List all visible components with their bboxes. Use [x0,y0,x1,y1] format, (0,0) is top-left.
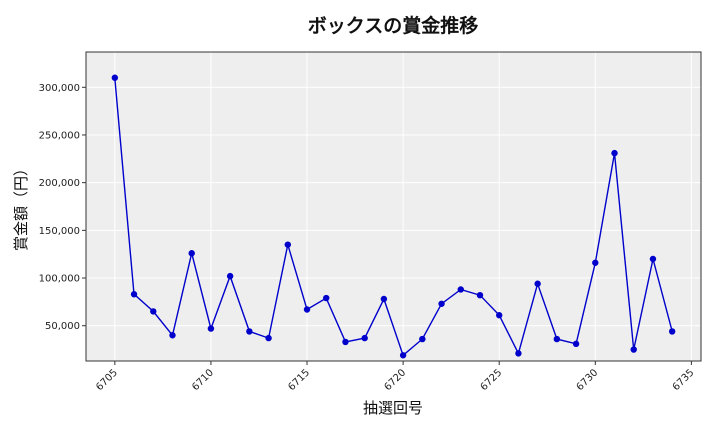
data-point [226,272,234,280]
x-tick-label: 6720 [382,367,408,393]
data-point [438,300,445,307]
x-tick-label: 6705 [94,367,120,393]
data-point [323,294,330,302]
data-point [515,350,522,357]
data-point [476,291,484,299]
series-line [114,77,673,357]
data-point [630,346,637,353]
y-tick-label: 50,000 [45,321,80,332]
data-point [169,332,176,339]
data-point [592,259,599,266]
data-point [496,312,503,319]
x-tick-label: 6735 [671,367,697,393]
data-point [303,306,311,313]
y-tick-label: 150,000 [39,226,80,237]
x-tick-label: 6715 [286,367,312,393]
plot-frame [85,51,702,362]
data-point [572,340,580,348]
data-point [265,334,272,342]
data-point [534,280,541,287]
x-tick-label: 6710 [190,367,216,393]
data-point [419,335,426,343]
data-point [649,255,657,263]
data-point [246,328,253,335]
data-point [207,325,215,332]
data-point [111,74,119,81]
x-tick-label: 6730 [575,367,601,393]
data-point [284,241,291,248]
data-point [457,286,464,293]
x-axis-title: 抽選回号 [363,399,423,417]
data-point [668,328,676,335]
data-point [611,149,618,157]
data-point [361,334,368,342]
data-point [399,352,407,359]
y-tick-label: 200,000 [39,178,80,189]
series-group [111,74,676,359]
chart-title: ボックスの賞金推移 [308,14,478,37]
data-point [188,250,195,257]
y-tick-label: 300,000 [39,83,80,94]
data-point [380,295,388,303]
data-point [130,291,138,298]
y-tick-label: 250,000 [39,130,80,141]
x-axis-ticks: 6705 6710 6715 6720 6725 6730 6735 [94,367,696,393]
data-point [150,308,157,315]
y-axis-title: 賞金額（円） [12,161,30,251]
y-axis-ticks: 50,000 100,000 150,000 200,000 250,000 300,00… [39,83,80,332]
data-point [342,338,349,346]
plot-area [86,52,701,361]
data-point [553,335,561,343]
y-tick-label: 100,000 [39,274,80,285]
x-tick-label: 6725 [479,367,505,393]
grid [86,52,701,361]
axes [82,51,702,365]
